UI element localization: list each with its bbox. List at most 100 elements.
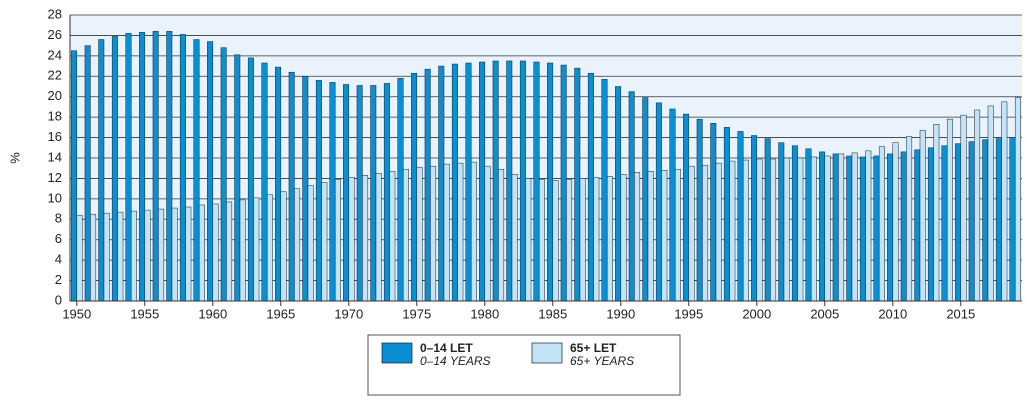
bar [906, 136, 913, 302]
x-tick-label: 1950 [62, 306, 91, 321]
bar [465, 62, 472, 302]
y-tick-label: 18 [48, 109, 62, 124]
bar [525, 178, 532, 302]
y-tick-label: 2 [55, 272, 62, 287]
bar [280, 191, 287, 302]
bar [538, 179, 545, 302]
bar [587, 72, 594, 302]
bar [130, 210, 137, 302]
y-tick-label: 22 [48, 68, 62, 83]
bar [383, 83, 390, 302]
bar [927, 147, 934, 302]
bar [511, 174, 518, 302]
bar [987, 105, 994, 302]
bar [315, 80, 322, 302]
bar [443, 163, 450, 302]
bar [661, 170, 668, 302]
bar [166, 31, 173, 302]
y-tick-label: 26 [48, 27, 62, 42]
bar [492, 60, 499, 302]
x-tick-label: 2005 [810, 306, 839, 321]
bar [1001, 101, 1008, 302]
bar [560, 64, 567, 302]
bar [84, 45, 91, 302]
bar [247, 57, 254, 302]
bar [832, 153, 839, 302]
bar [805, 148, 812, 302]
y-tick-label: 6 [55, 231, 62, 246]
y-tick-label: 10 [48, 190, 62, 205]
bar [207, 41, 214, 302]
bar [919, 130, 926, 302]
bar [179, 34, 186, 302]
x-tick-label: 1960 [198, 306, 227, 321]
bar [579, 178, 586, 302]
y-tick-label: 4 [55, 252, 62, 267]
bar [791, 145, 798, 302]
bar [451, 63, 458, 302]
y-tick-label: 24 [48, 47, 62, 62]
bar [710, 123, 717, 302]
bar [824, 155, 831, 302]
bar [479, 61, 486, 302]
bar [737, 131, 744, 302]
bar [859, 156, 866, 302]
bar [797, 157, 804, 302]
bar [438, 65, 445, 302]
bar [606, 176, 613, 302]
bar [995, 138, 1002, 302]
bar [933, 124, 940, 302]
bar [139, 32, 146, 302]
bar [674, 168, 681, 302]
y-tick-label: 14 [48, 149, 62, 164]
x-tick-label: 1965 [266, 306, 295, 321]
bar [642, 97, 649, 302]
bar [294, 188, 301, 302]
bar [144, 209, 151, 302]
bar [756, 158, 763, 302]
bar [547, 62, 554, 302]
bar [370, 85, 377, 302]
bar [669, 108, 676, 302]
bar [892, 142, 899, 302]
bar [506, 60, 513, 302]
bar [751, 135, 758, 302]
bar [111, 36, 118, 302]
bar [783, 157, 790, 302]
bar [941, 145, 948, 302]
bar [98, 39, 105, 302]
bar [343, 84, 350, 302]
bar [185, 206, 192, 302]
legend-label: 65+ LET [570, 341, 617, 355]
bar [655, 102, 662, 302]
y-tick-label: 8 [55, 211, 62, 226]
bar [193, 39, 200, 302]
bar [430, 165, 437, 302]
y-axis-label: % [7, 152, 22, 164]
x-tick-label: 1975 [402, 306, 431, 321]
y-tick-label: 0 [55, 292, 62, 307]
bar [125, 33, 132, 302]
bar [715, 162, 722, 302]
bar [362, 175, 369, 302]
bar [878, 146, 885, 302]
bar [220, 47, 227, 302]
bar [484, 165, 491, 302]
bar [402, 168, 409, 302]
bar [171, 207, 178, 302]
bar [974, 109, 981, 302]
bar [158, 208, 165, 302]
bar [566, 179, 573, 302]
y-tick-label: 16 [48, 129, 62, 144]
bar [873, 155, 880, 302]
bar [90, 213, 97, 302]
legend-label-en: 65+ YEARS [570, 354, 634, 368]
x-tick-label: 2000 [742, 306, 771, 321]
bar [198, 204, 205, 302]
bar [253, 197, 260, 302]
bar [742, 159, 749, 302]
legend-swatch [531, 342, 563, 364]
bar [778, 142, 785, 302]
x-tick-label: 1990 [606, 306, 635, 321]
